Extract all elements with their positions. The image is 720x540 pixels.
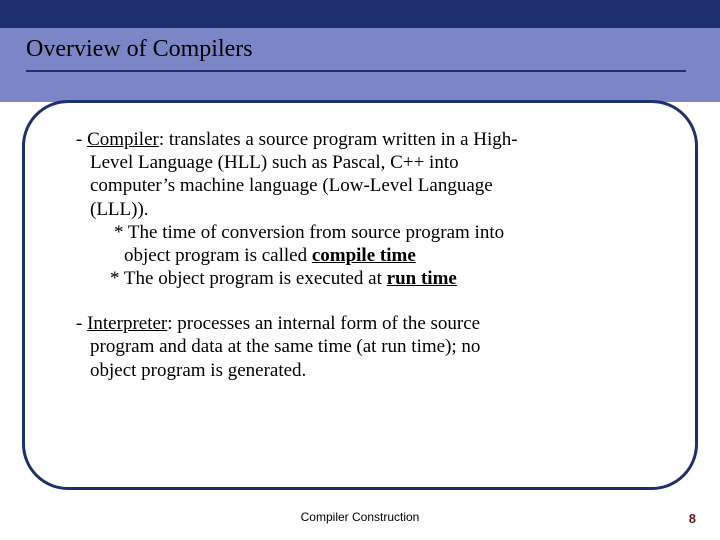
compiler-sub1-a: The time of conversion from source progr… <box>128 222 504 243</box>
compiler-line-4: (LLL)). <box>62 198 662 221</box>
compiler-sub1-b: object program is called <box>124 245 312 266</box>
compiler-sub1-line2: object program is called compile time <box>62 244 662 267</box>
star-2: * <box>110 268 124 289</box>
bullet-dash-2: - <box>76 313 87 334</box>
compiler-line-2: Level Language (HLL) such as Pascal, C++… <box>62 151 662 174</box>
key-run-time: run time <box>387 268 457 289</box>
top-dark-bar <box>0 0 720 28</box>
compiler-line-3: computer’s machine language (Low-Level L… <box>62 174 662 197</box>
compiler-line-1: - Compiler: translates a source program … <box>62 128 662 151</box>
slide-title: Overview of Compilers <box>26 36 253 63</box>
interpreter-line-2: program and data at the same time (at ru… <box>62 335 662 358</box>
title-underline <box>26 70 686 72</box>
slide: Overview of Compilers - Compiler: transl… <box>0 0 720 540</box>
compiler-block: - Compiler: translates a source program … <box>62 128 662 290</box>
interpreter-block: - Interpreter: processes an internal for… <box>62 312 662 382</box>
key-compile-time: compile time <box>312 245 416 266</box>
compiler-sub2-line1: * The object program is executed at run … <box>62 267 662 290</box>
star-1: * <box>114 222 128 243</box>
bullet-dash: - <box>76 129 87 150</box>
term-compiler: Compiler <box>87 129 159 150</box>
compiler-sub1-line1: * The time of conversion from source pro… <box>62 221 662 244</box>
term-interpreter: Interpreter <box>87 313 167 334</box>
compiler-after-term: : translates a source program written in… <box>159 129 518 150</box>
body-content: - Compiler: translates a source program … <box>62 128 662 382</box>
footer-center-text: Compiler Construction <box>0 510 720 524</box>
page-number: 8 <box>689 511 696 526</box>
interpreter-line-3: object program is generated. <box>62 359 662 382</box>
compiler-sub2-a: The object program is executed at <box>124 268 387 289</box>
interpreter-after-term: : processes an internal form of the sour… <box>167 313 480 334</box>
interpreter-line-1: - Interpreter: processes an internal for… <box>62 312 662 335</box>
